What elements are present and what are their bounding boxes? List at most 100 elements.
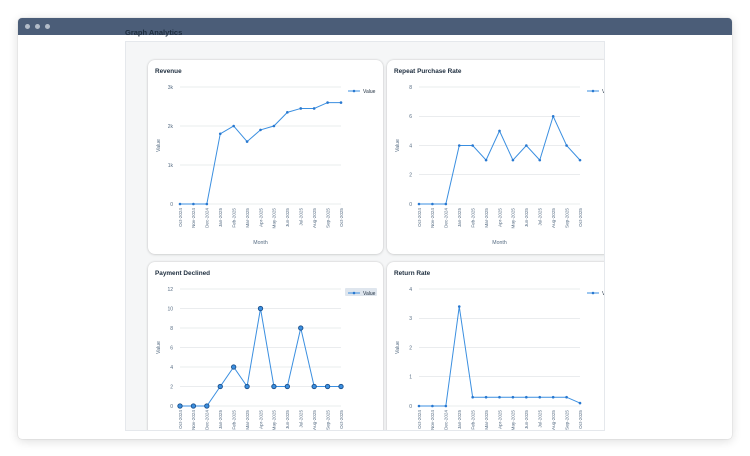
x-tick-label: Jul-2025 bbox=[538, 208, 543, 226]
data-point bbox=[286, 111, 289, 114]
chart-title: Return Rate bbox=[394, 270, 431, 277]
window-minimize-dot-icon[interactable] bbox=[35, 24, 40, 29]
data-point bbox=[217, 383, 223, 390]
revenue-chart: 0 1k 2k 3k Value Oct-2024 Nov-2024 Dec-2024 Jan-… bbox=[156, 85, 376, 246]
data-point bbox=[271, 383, 277, 390]
data-point bbox=[245, 140, 249, 143]
legend-marker bbox=[591, 291, 595, 295]
x-tick-label: Sep-2025 bbox=[564, 208, 569, 228]
data-point bbox=[324, 383, 331, 390]
data-point bbox=[551, 114, 555, 118]
series-line bbox=[419, 114, 581, 205]
repeat-purchase-rate-chart: 0 2 4 6 8 Value Oct-2024 Nov-2024 Dec-2024 Jan-20… bbox=[395, 85, 605, 246]
x-tick-label: Aug-2025 bbox=[312, 208, 317, 228]
data-point bbox=[538, 395, 542, 399]
data-point bbox=[205, 202, 209, 206]
x-tick-label: Oct-2025 bbox=[339, 410, 344, 429]
x-tick-label: Mar-2025 bbox=[245, 410, 250, 430]
data-point bbox=[498, 395, 501, 399]
data-point bbox=[259, 128, 262, 132]
y-tick-label: 2k bbox=[168, 124, 174, 130]
x-tick-label: Feb-2025 bbox=[470, 410, 475, 430]
x-tick-label: Apr-2025 bbox=[497, 410, 502, 429]
data-point bbox=[551, 395, 555, 399]
y-tick-label: 0 bbox=[409, 202, 412, 208]
x-tick-label: Apr-2025 bbox=[258, 410, 263, 429]
x-tick-label: Oct-2024 bbox=[178, 208, 183, 227]
data-point bbox=[177, 403, 183, 409]
data-point bbox=[311, 383, 317, 390]
y-tick-label: 6 bbox=[409, 114, 412, 120]
x-tick-label: Apr-2025 bbox=[258, 208, 263, 227]
y-tick-label: 2 bbox=[409, 345, 412, 351]
x-tick-label: Aug-2025 bbox=[551, 410, 556, 430]
x-tick-label: Jul-2025 bbox=[538, 410, 543, 428]
x-tick-label: Jul-2025 bbox=[299, 410, 304, 428]
y-tick-label: 3k bbox=[168, 85, 174, 91]
x-tick-label: Dec-2024 bbox=[444, 410, 449, 430]
x-tick-label: Jul-2025 bbox=[299, 208, 304, 226]
data-point bbox=[578, 401, 582, 405]
window-close-dot-icon[interactable] bbox=[25, 24, 30, 29]
data-point bbox=[565, 395, 568, 399]
legend-label: Value bbox=[602, 291, 605, 297]
page-title: Graph Analytics bbox=[125, 28, 183, 37]
repeat-purchase-rate-chart-card[interactable]: Repeat Purchase Rate 0 2 4 6 8 Value Oct-2024 N… bbox=[387, 60, 605, 254]
data-point bbox=[232, 124, 235, 128]
data-point bbox=[299, 107, 303, 110]
data-point bbox=[339, 101, 343, 104]
legend-marker bbox=[591, 89, 595, 93]
y-axis-label: Value bbox=[395, 139, 401, 152]
x-tick-label: Sep-2025 bbox=[325, 208, 330, 228]
data-point bbox=[257, 305, 264, 312]
return-rate-chart-card[interactable]: Return Rate 0 1 2 3 4 Value Oct-2024 Nov-2024 De… bbox=[387, 262, 605, 430]
payment-declined-chart: 0 2 4 6 8 10 12 Value Oct-2024 Nov-2024 Dec-2024 Ja… bbox=[156, 287, 377, 430]
legend-label: Value bbox=[602, 89, 605, 95]
data-point bbox=[178, 202, 182, 206]
y-tick-label: 6 bbox=[170, 345, 173, 351]
chart-title: Repeat Purchase Rate bbox=[394, 68, 462, 75]
data-point bbox=[417, 202, 421, 206]
x-tick-label: Apr-2025 bbox=[497, 208, 502, 227]
window-titlebar bbox=[18, 18, 732, 35]
payment-declined-chart-card[interactable]: Payment Declined 0 2 4 6 8 10 12 Value Oct-2024 N… bbox=[148, 262, 383, 430]
y-tick-label: 12 bbox=[167, 287, 173, 293]
data-point bbox=[457, 144, 461, 147]
y-tick-label: 0 bbox=[409, 404, 412, 410]
data-point bbox=[231, 364, 237, 370]
data-point bbox=[417, 404, 421, 408]
x-tick-label: Jun-2025 bbox=[524, 410, 529, 430]
x-tick-label: Nov-2024 bbox=[430, 208, 435, 228]
y-tick-label: 1k bbox=[168, 163, 174, 169]
x-axis-label: Month bbox=[253, 240, 268, 246]
y-axis-label: Value bbox=[156, 139, 162, 152]
x-tick-label: Oct-2024 bbox=[178, 410, 183, 429]
window-maximize-dot-icon[interactable] bbox=[45, 24, 50, 29]
y-tick-label: 3 bbox=[409, 316, 412, 322]
y-tick-label: 8 bbox=[170, 326, 173, 332]
x-tick-label: Nov-2024 bbox=[430, 410, 435, 430]
data-point bbox=[431, 404, 434, 408]
return-rate-chart: 0 1 2 3 4 Value Oct-2024 Nov-2024 Dec-2024 Jan-20… bbox=[395, 287, 605, 430]
legend-marker bbox=[352, 89, 356, 93]
data-point bbox=[218, 132, 222, 136]
data-point bbox=[525, 395, 528, 399]
y-tick-label: 4 bbox=[409, 287, 412, 293]
data-point bbox=[565, 144, 568, 147]
x-tick-label: Oct-2025 bbox=[339, 208, 344, 227]
x-tick-label: Jan-2025 bbox=[218, 410, 223, 430]
data-point bbox=[204, 403, 210, 409]
x-tick-label: Sep-2025 bbox=[564, 410, 569, 430]
series-line bbox=[180, 102, 341, 205]
series-line bbox=[180, 308, 341, 407]
y-tick-label: 4 bbox=[170, 365, 173, 371]
x-tick-label: Mar-2025 bbox=[484, 208, 489, 228]
data-point bbox=[471, 144, 474, 147]
data-point bbox=[511, 395, 515, 399]
legend-label: Value bbox=[363, 89, 376, 95]
data-point bbox=[538, 158, 542, 162]
legend-highlight bbox=[345, 288, 377, 296]
charts-panel: Revenue 0 1k 2k 3k Value Oct-2024 Nov-2024 Dec-… bbox=[125, 41, 605, 431]
revenue-chart-card[interactable]: Revenue 0 1k 2k 3k Value Oct-2024 Nov-2024 Dec-… bbox=[148, 60, 383, 254]
data-point bbox=[444, 404, 448, 408]
